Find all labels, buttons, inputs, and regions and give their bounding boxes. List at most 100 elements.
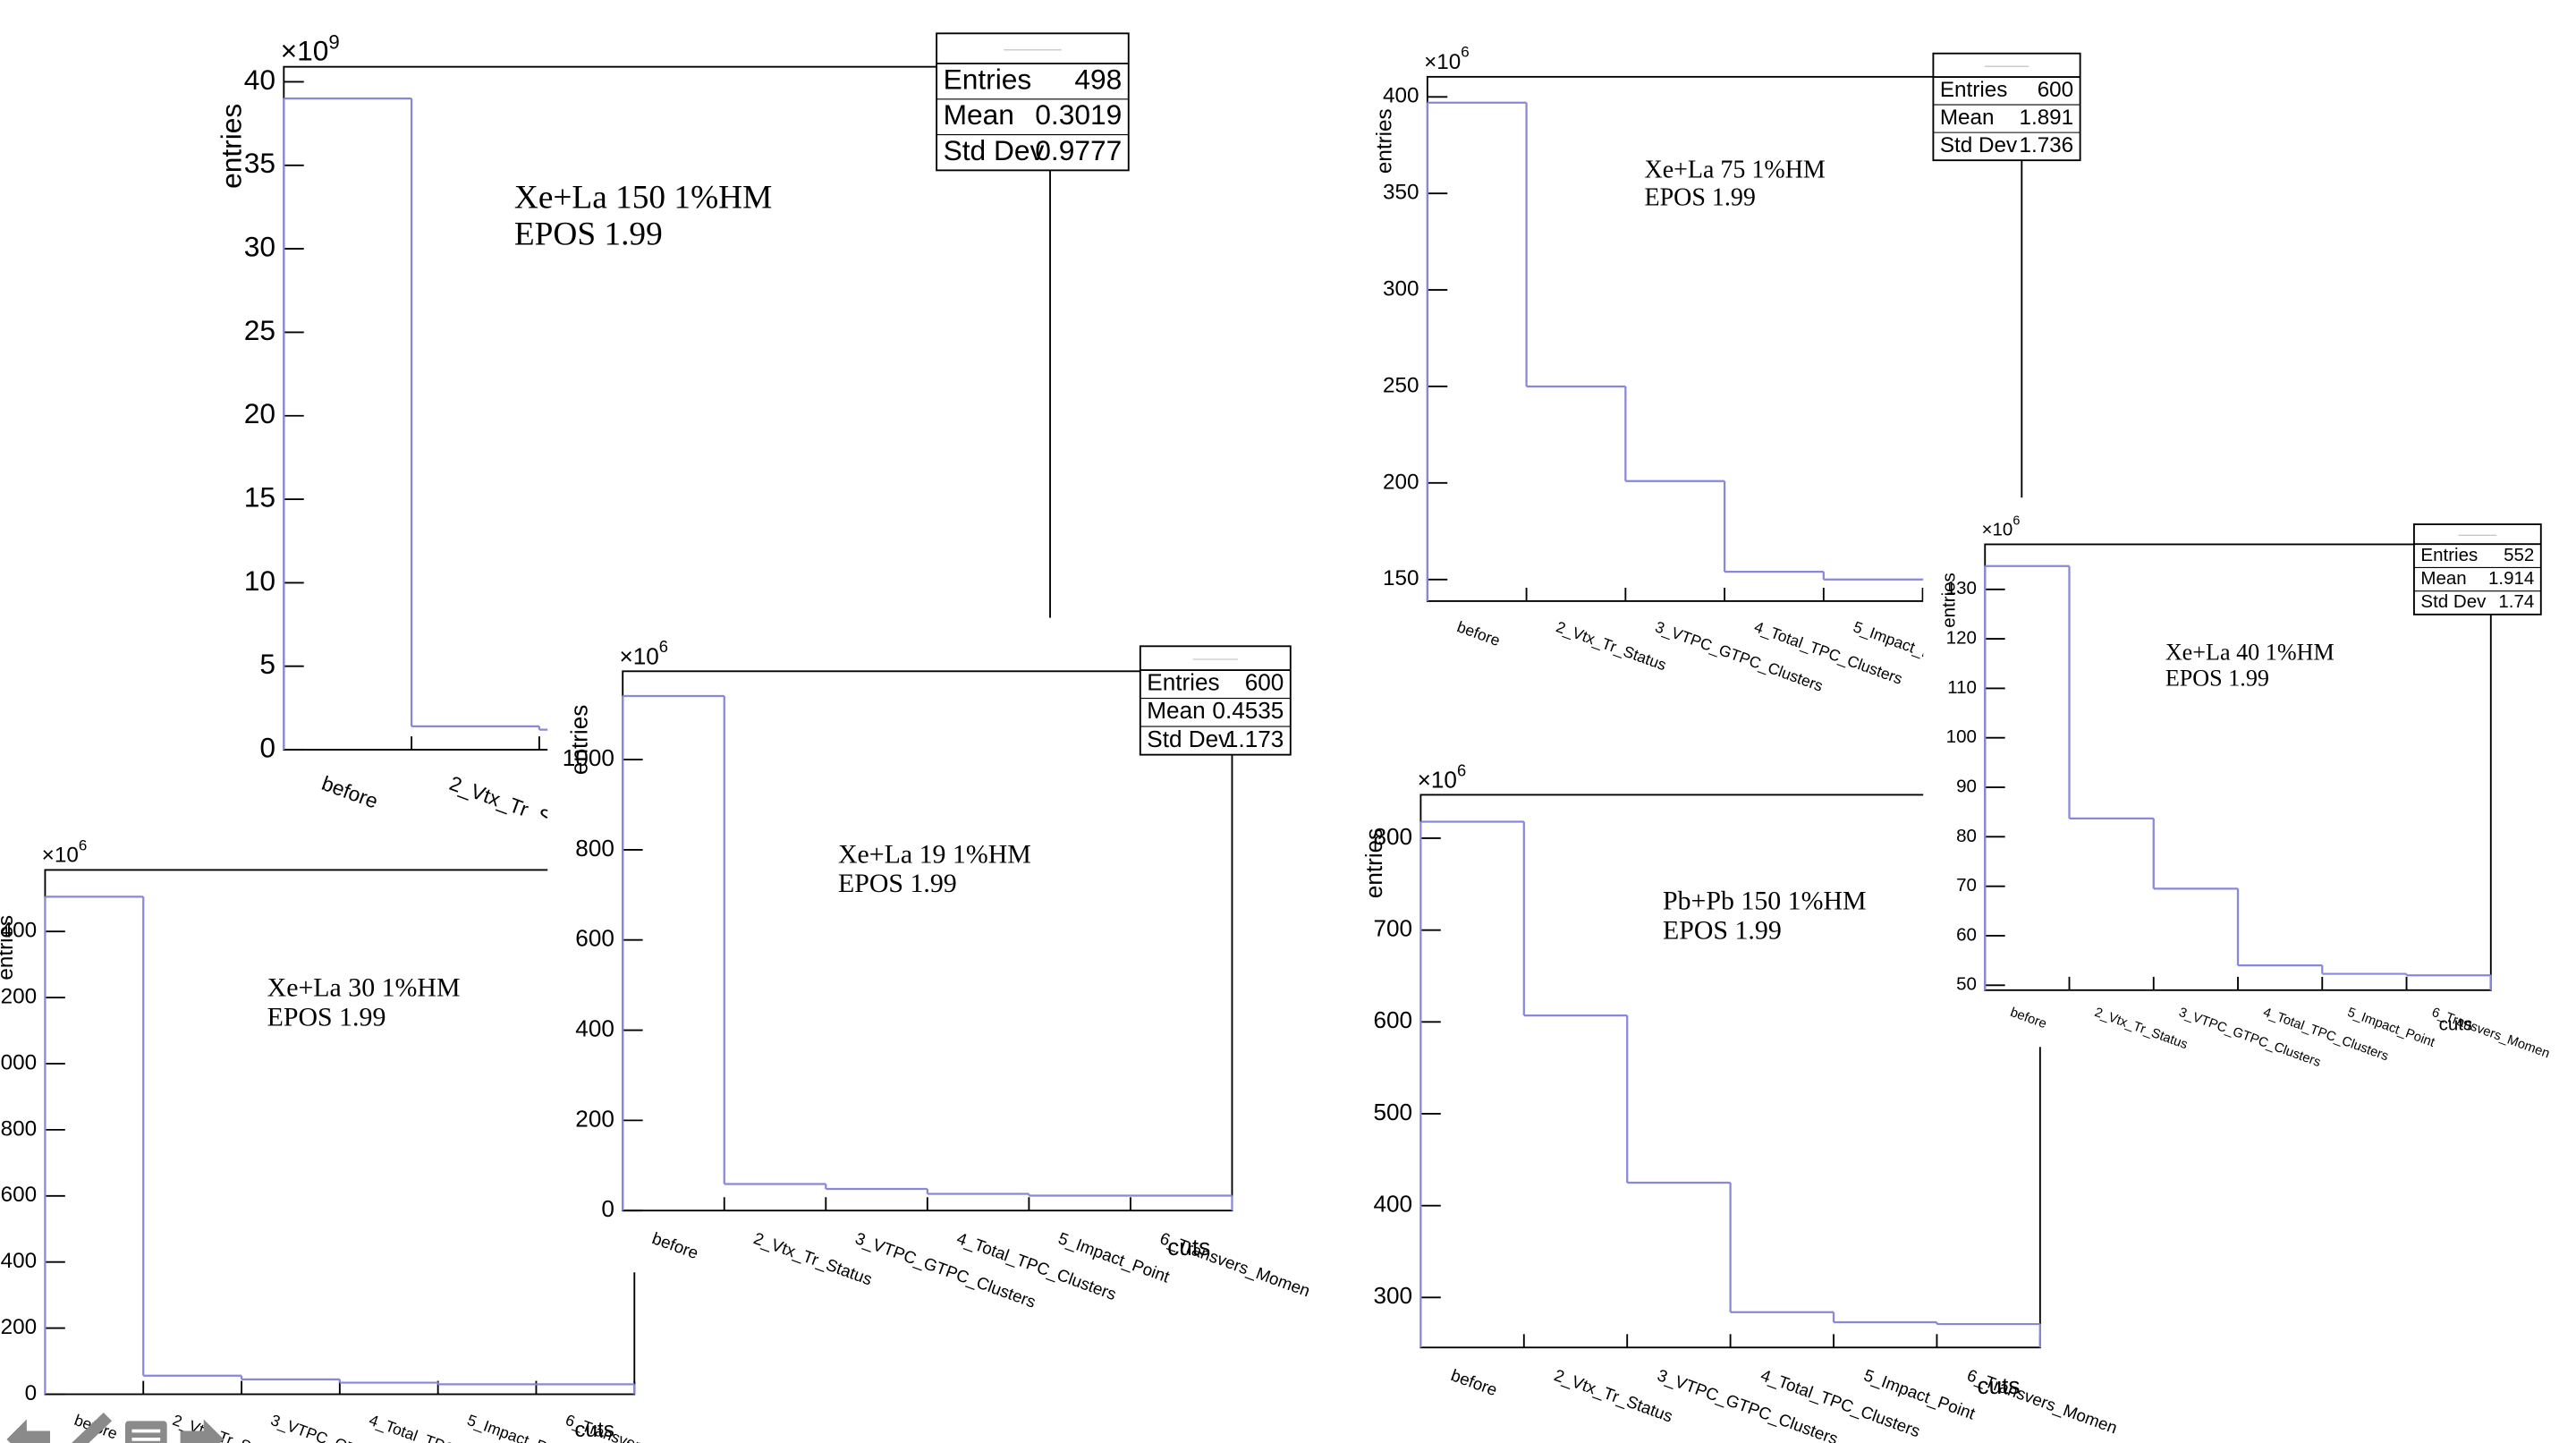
y-tick-label: 1200 — [0, 984, 37, 1008]
y-tick-label: 50 — [1956, 974, 1977, 995]
y-tick-label: 70 — [1956, 875, 1977, 896]
previous-button[interactable] — [6, 1419, 51, 1443]
stats-label: Std Dev — [944, 134, 1045, 166]
y-multiplier-exponent: 6 — [1461, 44, 1469, 61]
stats-label: Mean — [1147, 697, 1205, 724]
stats-value: 1.891 — [2019, 106, 2073, 130]
navigation-bar — [6, 1413, 225, 1443]
y-tick-label: 200 — [1, 1315, 37, 1339]
y-tick-label: 0 — [25, 1381, 38, 1405]
y-tick-label: 1400 — [0, 919, 37, 943]
annotation: Xe+La 150 1%HM — [514, 180, 772, 216]
y-multiplier-base: ×10 — [281, 35, 329, 67]
stats-value: 0.9777 — [1035, 134, 1122, 166]
y-tick-label: 1000 — [0, 1050, 37, 1074]
annotation: EPOS 1.99 — [838, 869, 957, 898]
stats-frame — [1932, 52, 2081, 162]
stats-label: Std Dev — [1940, 133, 2018, 157]
y-tick-label: 700 — [1373, 915, 1412, 942]
y-multiplier: ×106 — [1424, 44, 1470, 74]
y-tick-label: 800 — [575, 835, 614, 862]
y-tick-label: 20 — [244, 397, 275, 429]
y-multiplier-exponent: 6 — [1457, 760, 1466, 779]
stats-frame — [1139, 645, 1292, 756]
y-multiplier: ×109 — [281, 30, 340, 67]
stats-label: Entries — [1147, 669, 1219, 696]
stats-label: Std Dev — [1147, 726, 1230, 752]
pen-button[interactable] — [64, 1413, 113, 1443]
y-multiplier-base: ×10 — [1424, 50, 1461, 74]
stats-value: 1.736 — [2019, 133, 2073, 157]
annotation: Xe+La 30 1%HM — [267, 973, 461, 1003]
stats-label: Entries — [2420, 545, 2478, 565]
x-axis-title: cuts — [1167, 1234, 1210, 1261]
y-axis-title: entries — [1938, 573, 1959, 628]
y-multiplier-base: ×10 — [1418, 766, 1457, 793]
y-tick-label: 400 — [1383, 84, 1419, 108]
stats-value: 1.914 — [2488, 568, 2534, 589]
annotation: Xe+La 75 1%HM — [1644, 157, 1825, 184]
y-multiplier-base: ×10 — [619, 642, 658, 669]
y-tick-label: 250 — [1383, 373, 1419, 397]
y-tick-label: 130 — [1946, 578, 1977, 598]
y-tick-label: 400 — [1373, 1191, 1412, 1218]
stats-value: 600 — [2038, 78, 2073, 102]
y-tick-label: 100 — [1946, 726, 1977, 747]
y-tick-label: 15 — [244, 480, 275, 513]
y-tick-label: 0 — [601, 1195, 614, 1222]
y-tick-label: 25 — [244, 314, 275, 346]
x-axis-title: cuts — [1978, 1372, 2021, 1399]
y-tick-label: 1000 — [563, 744, 614, 771]
stats-value: 0.3019 — [1035, 98, 1122, 131]
y-multiplier-exponent: 6 — [79, 837, 87, 854]
y-tick-label: 200 — [575, 1105, 614, 1132]
y-tick-label: 40 — [244, 64, 275, 96]
next-button[interactable] — [180, 1419, 225, 1443]
y-tick-label: 5 — [259, 648, 275, 680]
y-multiplier-exponent: 9 — [328, 30, 339, 53]
annotation: EPOS 1.99 — [2165, 665, 2269, 691]
y-tick-label: 350 — [1383, 181, 1419, 205]
stats-label: Entries — [1940, 78, 2007, 102]
stats-label: Mean — [944, 98, 1014, 131]
y-tick-label: 300 — [1383, 276, 1419, 301]
stats-value: 600 — [1245, 669, 1284, 696]
annotation: EPOS 1.99 — [1663, 915, 1782, 945]
y-axis-title: entries — [216, 104, 248, 189]
y-tick-label: 10 — [244, 564, 275, 597]
stats-label: Mean — [1940, 106, 1995, 130]
y-multiplier: ×106 — [619, 637, 668, 669]
stats-label: Std Dev — [2420, 591, 2487, 612]
y-tick-label: 110 — [1947, 677, 1977, 698]
y-multiplier: ×106 — [1982, 514, 2021, 540]
y-tick-label: 800 — [1373, 823, 1412, 850]
y-tick-label: 200 — [1383, 470, 1419, 494]
y-tick-label: 35 — [244, 147, 275, 179]
y-tick-label: 500 — [1373, 1099, 1412, 1125]
y-tick-label: 600 — [575, 925, 614, 952]
y-tick-label: 30 — [244, 230, 275, 262]
stats-label: Entries — [944, 63, 1032, 95]
y-axis-title: entries — [0, 915, 18, 980]
y-tick-label: 400 — [1, 1249, 37, 1273]
stats-value: 1.173 — [1225, 726, 1284, 752]
y-tick-label: 300 — [1373, 1282, 1412, 1309]
notes-button[interactable] — [125, 1421, 167, 1443]
stats-value: 0.4535 — [1212, 697, 1284, 724]
y-tick-label: 150 — [1383, 566, 1419, 590]
y-tick-label: 400 — [575, 1014, 614, 1041]
annotation: Xe+La 40 1%HM — [2165, 640, 2334, 666]
y-axis-title: entries — [565, 705, 592, 775]
annotation: Xe+La 19 1%HM — [838, 839, 1031, 869]
y-multiplier-exponent: 6 — [659, 637, 668, 656]
stats-frame — [2412, 523, 2542, 615]
stats-frame — [936, 32, 1130, 172]
y-multiplier: ×106 — [1418, 760, 1467, 793]
y-multiplier-base: ×10 — [1982, 520, 2013, 540]
